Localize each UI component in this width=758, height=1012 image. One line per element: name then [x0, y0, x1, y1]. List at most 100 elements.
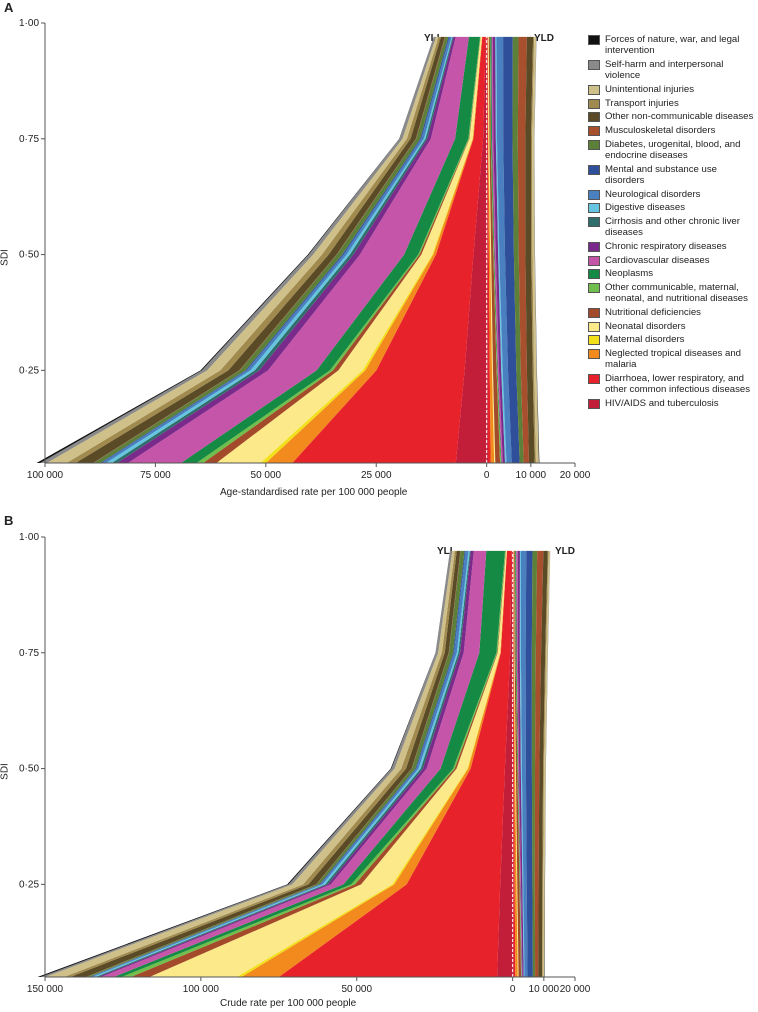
panel-a-x-tick-label: 0 [484, 470, 490, 481]
panel-a-yld-area [496, 36, 512, 464]
legend-swatch [588, 335, 600, 346]
legend-label: Musculoskeletal disorders [605, 125, 716, 137]
panel-a-yld-area [487, 36, 496, 464]
legend-label: Unintentional injuries [605, 83, 695, 95]
panel-a-yld-area [488, 36, 501, 464]
legend-item: Unintentional injuries [588, 84, 758, 95]
legend-label: Nutritional deficiencies [605, 307, 701, 319]
panel-b-x-tick-label: 0 [510, 984, 516, 995]
panel-a-y-tick-label: 1·00 [19, 18, 39, 29]
legend-swatch [588, 283, 600, 294]
panel-a-yld-area [490, 36, 502, 464]
legend-label: Neoplasms [605, 268, 653, 280]
legend-label: Diabetes, urogenital, blood, and endocri… [605, 138, 741, 162]
legend-label: Transport injuries [605, 97, 679, 109]
panel-b-x-tick-label: 10 000 [529, 984, 560, 995]
legend-swatch [588, 399, 600, 410]
panel-a-x-axis-label: Age-standardised rate per 100 000 people [220, 487, 408, 498]
legend-swatch [588, 189, 600, 200]
legend-swatch [588, 126, 600, 137]
panel-b-yld-area [512, 550, 516, 977]
panel-b-yld-area [517, 550, 524, 977]
legend-item: Mental and substance use disorders [588, 164, 758, 187]
panel-a-x-tick-label: 75 000 [140, 470, 171, 481]
legend-item: Other non-communicable diseases [588, 111, 758, 123]
legend-item: Diarrhoea, lower respiratory, and other … [588, 373, 758, 396]
panel-a-yld-area [486, 36, 491, 464]
panel-a-x-tick-label: 20 000 [560, 470, 591, 481]
panel-a-y-tick-label: 0·50 [19, 250, 39, 261]
panel-b-yld-area [514, 550, 522, 977]
legend-item: Self-harm and interpersonal violence [588, 59, 758, 82]
legend-label: Diarrhoea, lower respiratory, and other … [605, 373, 751, 396]
panel-b-x-tick-label: 20 000 [560, 984, 591, 995]
panel-b-yld-area [531, 550, 538, 977]
legend-label: Chronic respiratory diseases [605, 241, 727, 253]
panel-b-y-tick-label: 0·25 [19, 879, 39, 890]
panel-b-y-tick-label: 0·75 [19, 648, 39, 659]
legend-item: Diabetes, urogenital, blood, and endocri… [588, 139, 758, 162]
panel-a-y-tick-label: 0·75 [19, 134, 39, 145]
panel-a-y-tick-label: 0·25 [19, 365, 39, 376]
panel-a-yll-area [216, 36, 482, 464]
legend-item: Cardiovascular diseases [588, 255, 758, 266]
panel-b-x-axis-label: Crude rate per 100 000 people [220, 998, 357, 1009]
panel-a-yld-area [525, 36, 535, 464]
panel-a-yld-area [532, 36, 539, 464]
legend-swatch [588, 321, 600, 332]
panel-b-yld-area [515, 550, 522, 977]
panel-a-x-tick-label: 100 000 [27, 470, 64, 481]
legend-swatch [588, 139, 600, 150]
panel-b-y-tick-label: 1·00 [19, 532, 39, 543]
panel-a-yld-area [503, 36, 520, 464]
legend-item: Other communicable, maternal, neonatal, … [588, 282, 758, 305]
legend-label: Forces of nature, war, and legal interve… [605, 34, 740, 57]
legend-label: Neglected tropical diseases and malaria [605, 348, 741, 371]
panel-b-yld-area [513, 550, 519, 977]
panel-b-yll-area [278, 550, 512, 977]
legend-item: Chronic respiratory diseases [588, 241, 758, 253]
panel-b-x-tick-label: 50 000 [341, 984, 372, 995]
legend: Forces of nature, war, and legal interve… [588, 34, 758, 412]
legend-label: Neurological disorders [605, 188, 701, 200]
panel-a-x-tick-label: 25 000 [361, 470, 392, 481]
legend-item: Neurological disorders [588, 189, 758, 200]
panel-b-yld-area [525, 550, 533, 977]
panel-b-yld-area [534, 550, 544, 977]
legend-swatch [588, 35, 600, 45]
panel-b-yld-area [519, 550, 525, 977]
legend-item: HIV/AIDS and tuberculosis [588, 398, 758, 410]
legend-item: Neglected tropical diseases and malaria [588, 348, 758, 371]
panel-a-yld-area [492, 36, 505, 464]
legend-label: Cardiovascular diseases [605, 254, 710, 266]
panel-b-y-tick-label: 0·50 [19, 764, 39, 775]
legend-label: Mental and substance use disorders [605, 163, 718, 186]
legend-swatch [588, 242, 600, 253]
panel-a-yll-area [128, 36, 469, 464]
panel-b-yll-label: YLL [437, 546, 456, 557]
panel-b-yld-area [513, 550, 518, 977]
panel-a-yld-area [517, 36, 529, 464]
panel-b-yll-area [497, 550, 513, 977]
legend-item: Cirrhosis and other chronic liver diseas… [588, 216, 758, 239]
panel-b-yld-area [538, 550, 548, 977]
legend-label: Cirrhosis and other chronic liver diseas… [605, 216, 740, 239]
legend-item: Neonatal disorders [588, 321, 758, 332]
legend-item: Maternal disorders [588, 334, 758, 346]
legend-swatch [588, 112, 600, 123]
panel-a-x-tick-label: 50 000 [251, 470, 282, 481]
panel-a-letter: A [4, 0, 14, 15]
panel-b-letter: B [4, 513, 14, 528]
legend-label: Maternal disorders [605, 334, 685, 346]
legend-swatch [588, 374, 600, 385]
panel-a-yld-area [531, 36, 536, 464]
legend-label: Other non-communicable diseases [605, 111, 754, 123]
legend-label: HIV/AIDS and tuberculosis [605, 398, 719, 410]
panel-b-x-tick-label: 100 000 [183, 984, 220, 995]
legend-label: Self-harm and interpersonal violence [605, 58, 724, 82]
legend-item: Forces of nature, war, and legal interve… [588, 34, 758, 57]
panel-b-yld-label: YLD [555, 546, 575, 557]
legend-swatch [588, 269, 600, 280]
panel-a-yll-area [181, 36, 480, 464]
